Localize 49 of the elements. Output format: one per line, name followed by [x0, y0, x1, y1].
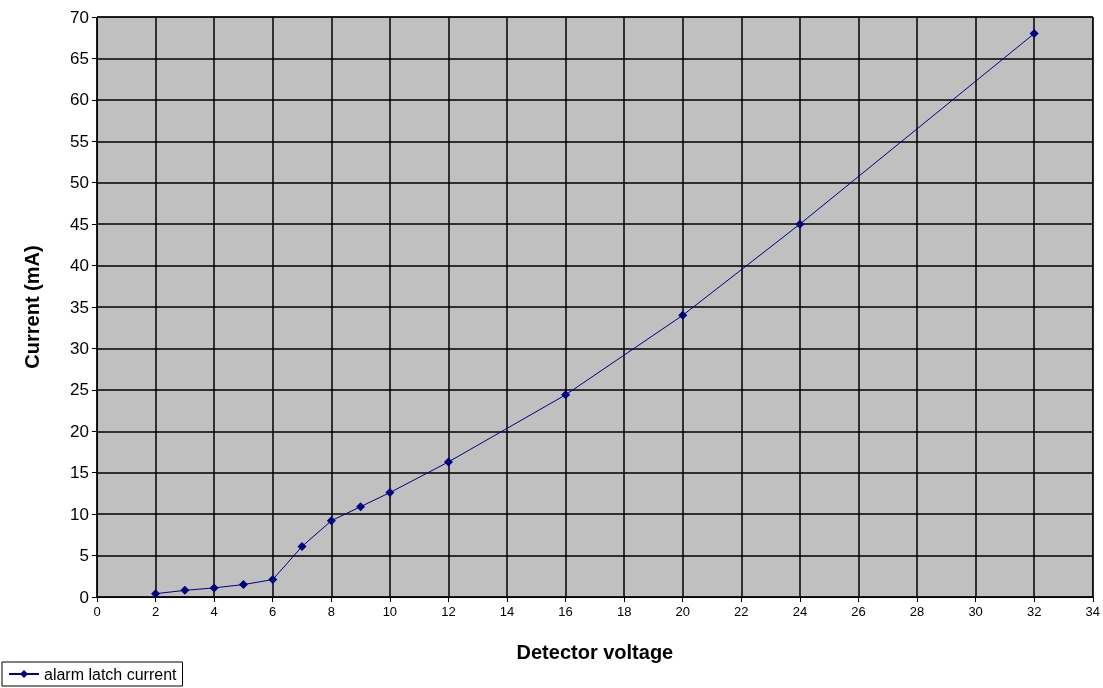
x-tick-label: 32	[1026, 604, 1042, 619]
y-tick-label: 70	[70, 7, 89, 27]
x-tick-label: 28	[909, 604, 925, 619]
y-tick-label: 10	[70, 504, 89, 524]
x-tick-label: 2	[151, 604, 160, 619]
y-tick-label: 20	[70, 421, 89, 441]
x-tick-label: 16	[558, 604, 573, 619]
y-tick-label: 65	[70, 48, 89, 68]
point	[326, 516, 336, 526]
y-tick-label: 5	[79, 546, 89, 566]
x-tick-label: 10	[382, 604, 398, 619]
x-tick-label: 24	[792, 604, 808, 619]
point	[180, 585, 190, 595]
x-tick-label: 20	[675, 604, 690, 619]
y-tick-label: 50	[70, 173, 89, 193]
x-tick-label: 6	[269, 604, 277, 619]
x-tick-label: 18	[616, 604, 632, 619]
point	[678, 310, 688, 320]
x-axis-title: Detector voltage	[516, 641, 674, 663]
point	[209, 583, 219, 593]
y-tick-label: 35	[70, 297, 89, 317]
x-tick-label: 0	[93, 604, 101, 619]
y-tick-label: 25	[70, 380, 89, 400]
point	[1029, 29, 1039, 39]
y-tick-label: 30	[70, 338, 89, 358]
y-axis-title: Current (mA)	[21, 245, 43, 369]
y-tick-label: 45	[70, 214, 89, 234]
x-tick-label: 34	[1085, 604, 1100, 619]
point	[268, 575, 278, 585]
point	[356, 502, 366, 512]
y-tick-label: 60	[70, 90, 89, 110]
point	[297, 541, 307, 551]
point	[151, 589, 161, 599]
x-tick-label: 12	[441, 604, 456, 619]
point	[795, 219, 805, 229]
point	[238, 580, 248, 590]
x-tick-label: 30	[968, 604, 983, 619]
x-tick-label: 8	[327, 604, 335, 619]
x-tick-label: 26	[851, 604, 866, 619]
point	[561, 390, 571, 400]
y-tick-label: 40	[70, 256, 89, 276]
legend-label: alarm latch current	[44, 665, 178, 683]
x-tick-label: 22	[734, 604, 749, 619]
y-tick-label: 15	[70, 463, 89, 483]
x-tick-label: 14	[499, 604, 515, 619]
point	[385, 488, 395, 498]
point	[443, 457, 453, 467]
x-tick-label: 4	[210, 604, 218, 619]
y-tick-label: 55	[70, 131, 89, 151]
